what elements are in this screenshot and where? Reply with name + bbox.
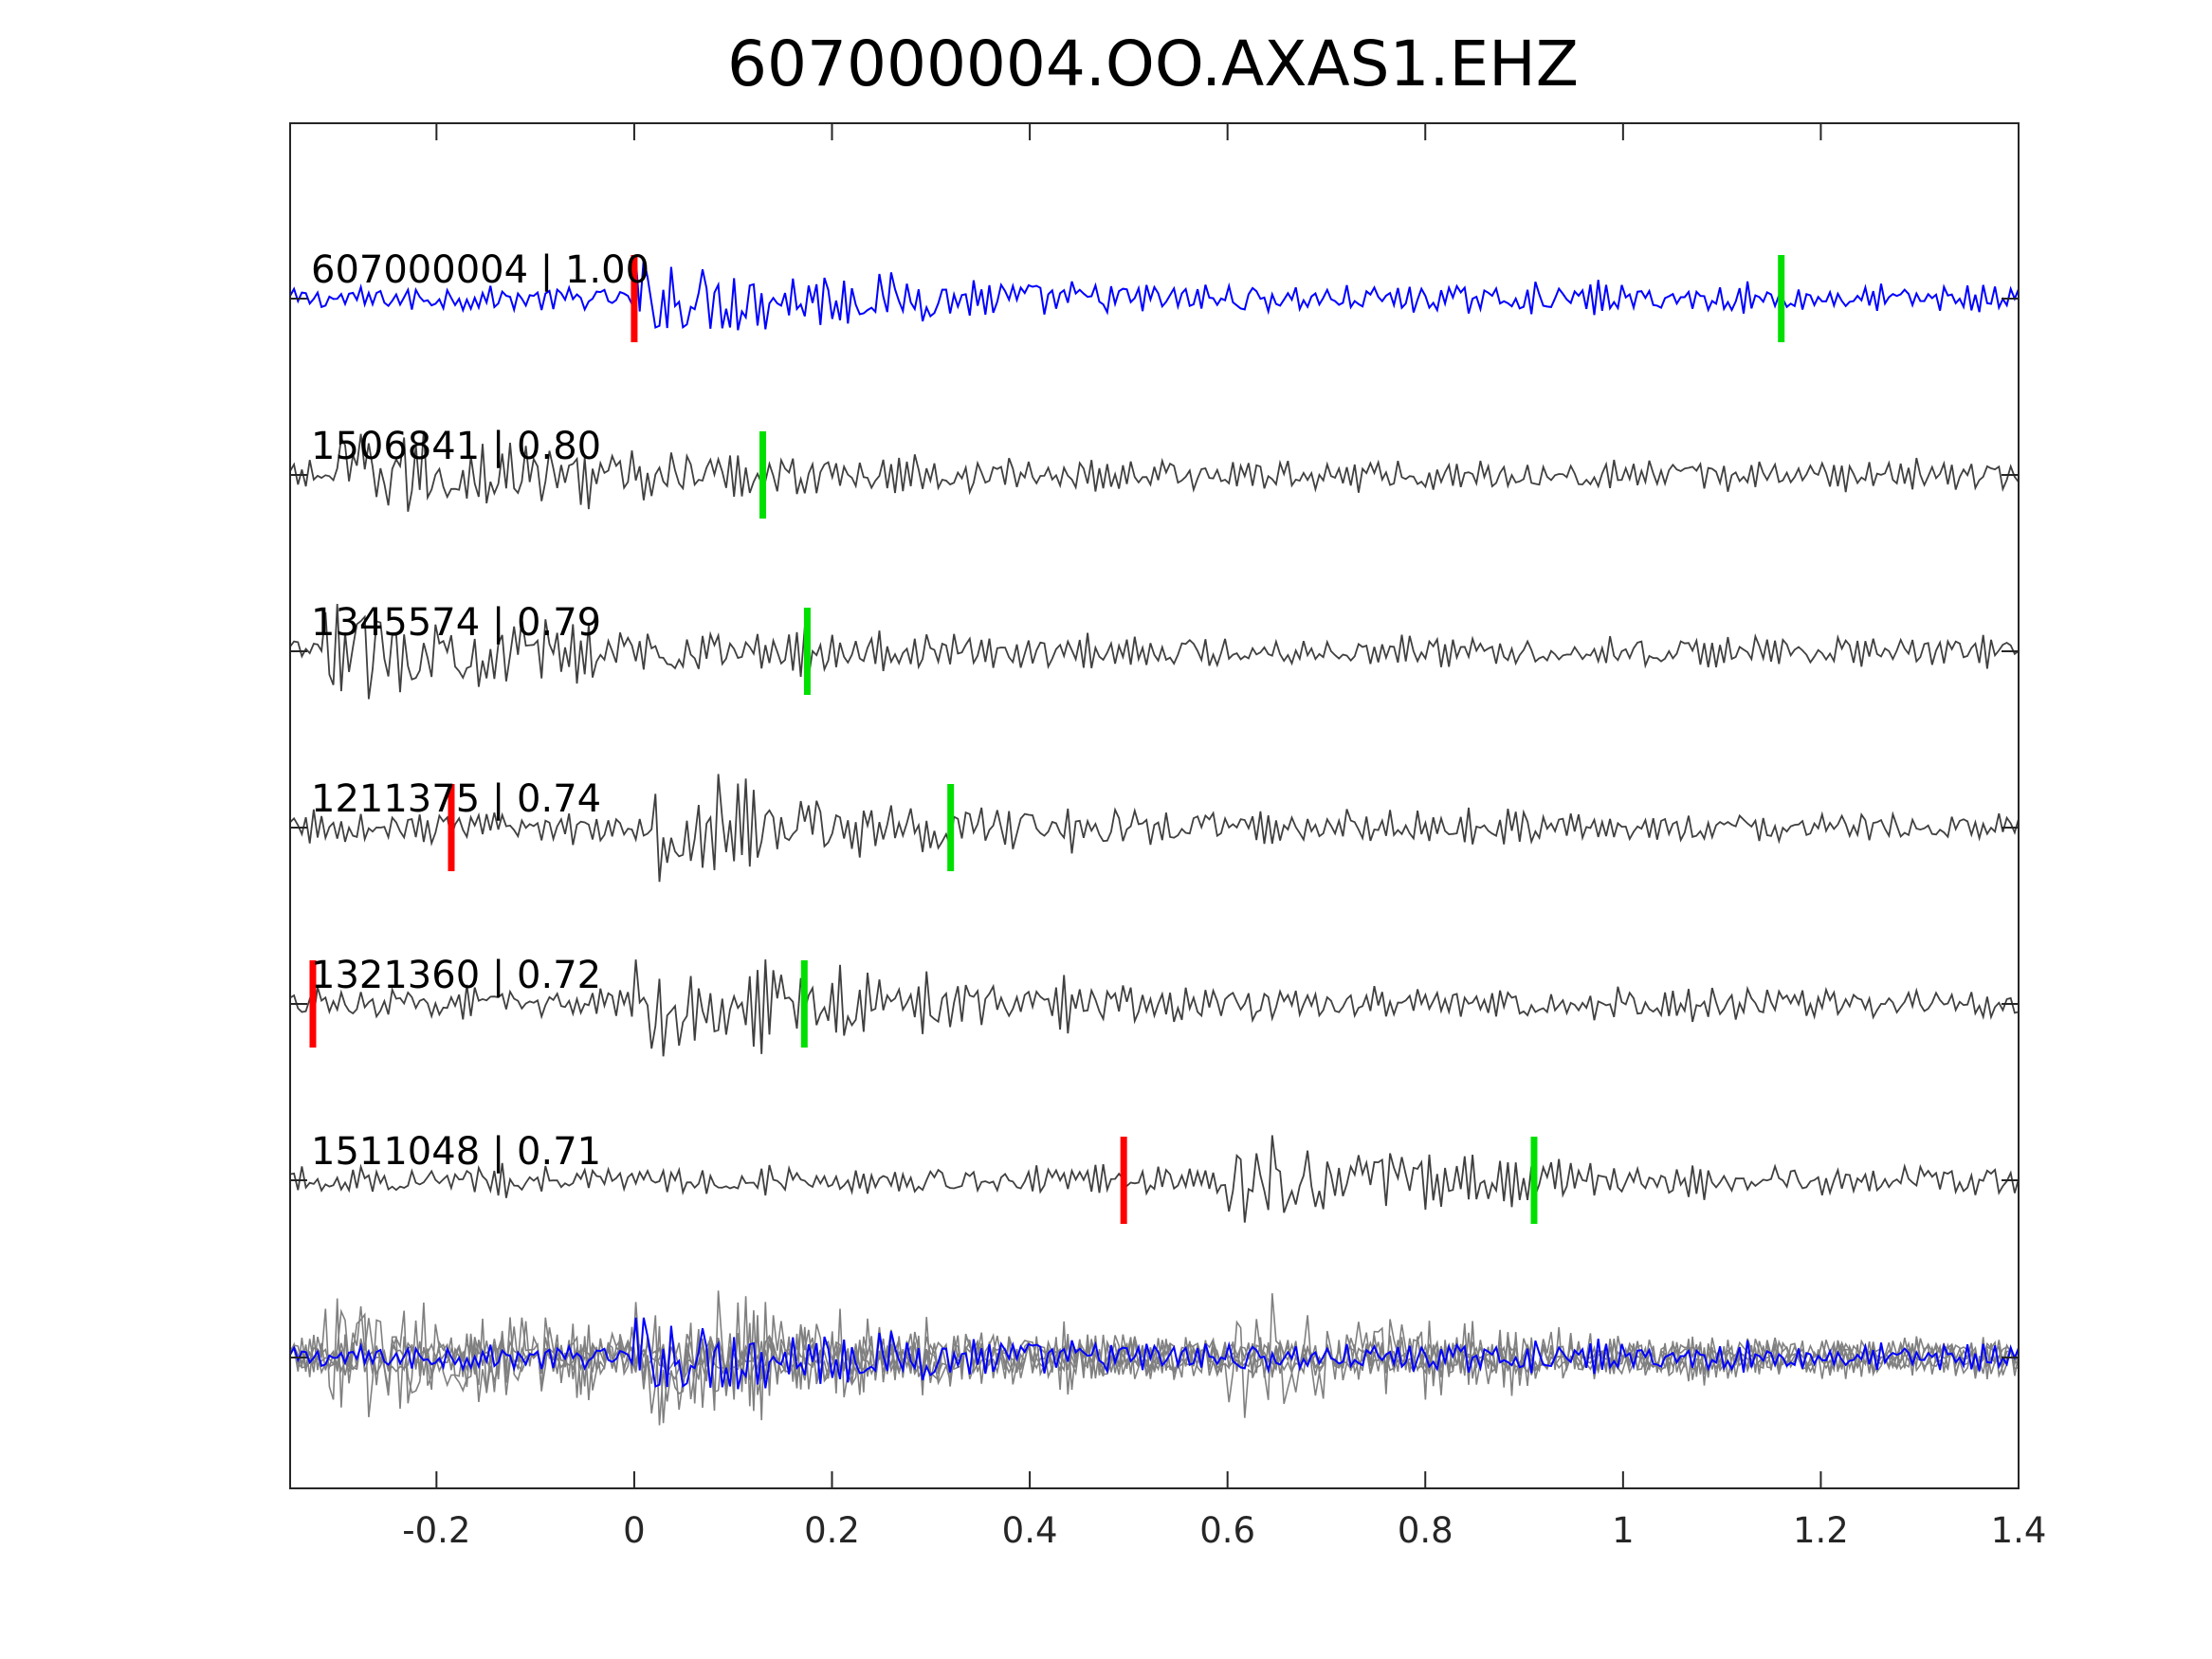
x-tick-label: 1.4 xyxy=(1991,1510,2047,1551)
trace-label: 1321360 | 0.72 xyxy=(311,954,601,997)
x-tick-label: 0.2 xyxy=(804,1510,860,1551)
x-tick-label: -0.2 xyxy=(402,1510,470,1551)
x-tick-label: 0 xyxy=(623,1510,646,1551)
axes-box xyxy=(289,122,2020,1489)
waveform-1211375 xyxy=(289,774,2020,883)
waveform-1321360 xyxy=(289,959,2020,1057)
trace-label: 1211375 | 0.74 xyxy=(311,777,601,821)
ticks-group: -0.2 0 0.2 0.4 0.6 0.8 1 1.2 1.4 xyxy=(290,123,2046,1551)
x-tick-label: 1.2 xyxy=(1793,1510,1849,1551)
x-tick-label: 0.4 xyxy=(1002,1510,1058,1551)
trace-label: 1345574 | 0.79 xyxy=(311,601,601,645)
waveform-1511048 xyxy=(289,1135,2020,1223)
overlay-waveform-1345574 xyxy=(289,1298,2020,1417)
chart-title: 607000004.OO.AXAS1.EHZ xyxy=(727,27,1579,100)
x-tick-label: 0.6 xyxy=(1199,1510,1255,1551)
trace-label: 1506841 | 0.80 xyxy=(311,425,601,468)
trace-label: 1511048 | 0.71 xyxy=(311,1130,601,1174)
x-tick-label: 1 xyxy=(1612,1510,1635,1551)
overlay-waveform-607000004 xyxy=(289,1317,2020,1390)
x-tick-label: 0.8 xyxy=(1398,1510,1453,1551)
traces-group: 607000004 | 1.00 1506841 | 0.80 1345574 | … xyxy=(289,248,2020,1426)
waveform-1506841 xyxy=(289,430,2020,512)
waveform-1345574 xyxy=(289,604,2020,700)
waveform-607000004 xyxy=(289,258,2020,331)
trace-label: 607000004 | 1.00 xyxy=(311,248,649,292)
